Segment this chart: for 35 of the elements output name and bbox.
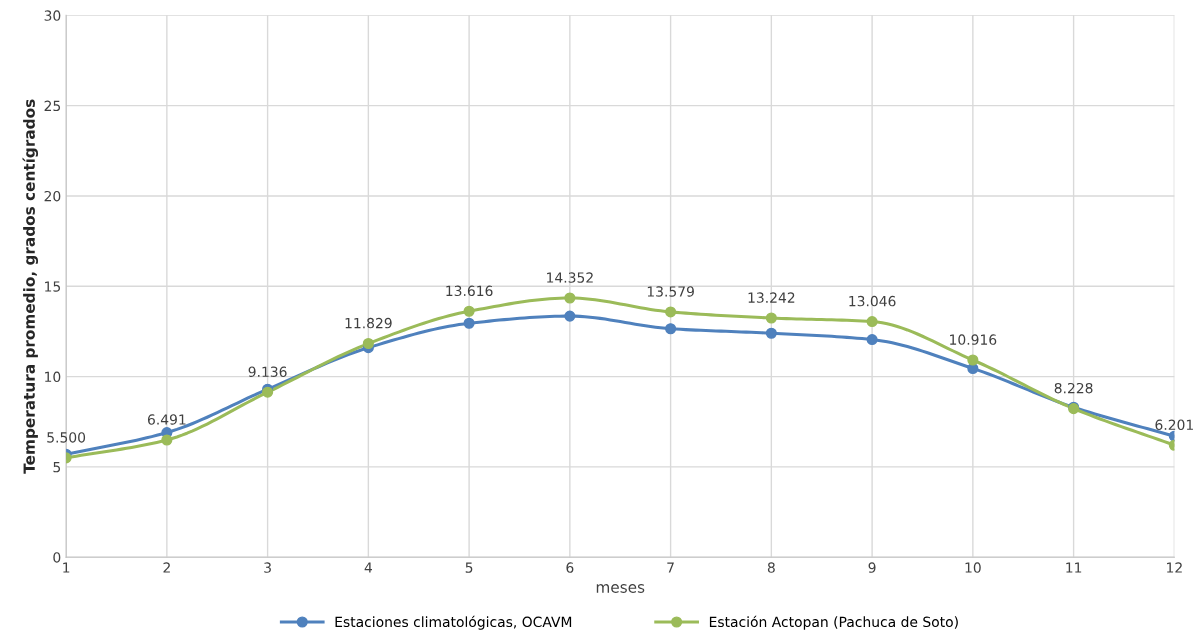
- x-tick-label: 4: [364, 562, 372, 573]
- data-label: 10.916: [950, 334, 997, 345]
- x-tick-label: 11: [1066, 562, 1082, 573]
- data-label: 13.046: [849, 295, 896, 307]
- y-tick-label: 25: [44, 100, 61, 112]
- y-tick-label: 20: [44, 190, 61, 202]
- y-tick-label: 15: [45, 281, 61, 292]
- y-tick-label: 0: [53, 552, 61, 563]
- data-label: 8.228: [1054, 382, 1093, 394]
- x-tick-label: 10: [965, 562, 981, 573]
- data-label: 13.242: [748, 292, 795, 303]
- legend-label: Estación Actopan (Pachuca de Soto): [709, 615, 958, 630]
- x-tick-label: 3: [264, 562, 271, 573]
- data-label: 6.201: [1155, 419, 1193, 431]
- x-tick-label: 8: [767, 562, 775, 573]
- data-label: 13.579: [647, 286, 694, 297]
- x-tick-label: 9: [868, 562, 876, 573]
- x-tick-label: 2: [163, 562, 170, 573]
- x-tick-label: 1: [63, 562, 70, 573]
- legend-label: Estaciones climatológicas, OCAVM: [335, 615, 572, 630]
- y-axis-title: Temperatura promedio, grados centígrados: [22, 99, 39, 474]
- x-tick-label: 6: [566, 562, 574, 573]
- data-label: 13.616: [446, 285, 493, 297]
- data-label: 6.491: [147, 414, 186, 425]
- data-label: 5.500: [47, 432, 86, 443]
- data-label: 11.829: [345, 317, 392, 329]
- y-tick-label: 5: [53, 462, 61, 473]
- x-tick-label: 12: [1167, 562, 1182, 573]
- data-label: 9.136: [248, 366, 287, 377]
- x-axis-title: meses: [596, 584, 645, 593]
- data-label: 14.352: [547, 272, 593, 283]
- y-tick-label: 10: [45, 371, 61, 383]
- y-tick-label: 30: [44, 10, 61, 21]
- x-tick-label: 7: [667, 562, 674, 573]
- x-tick-label: 5: [465, 562, 473, 573]
